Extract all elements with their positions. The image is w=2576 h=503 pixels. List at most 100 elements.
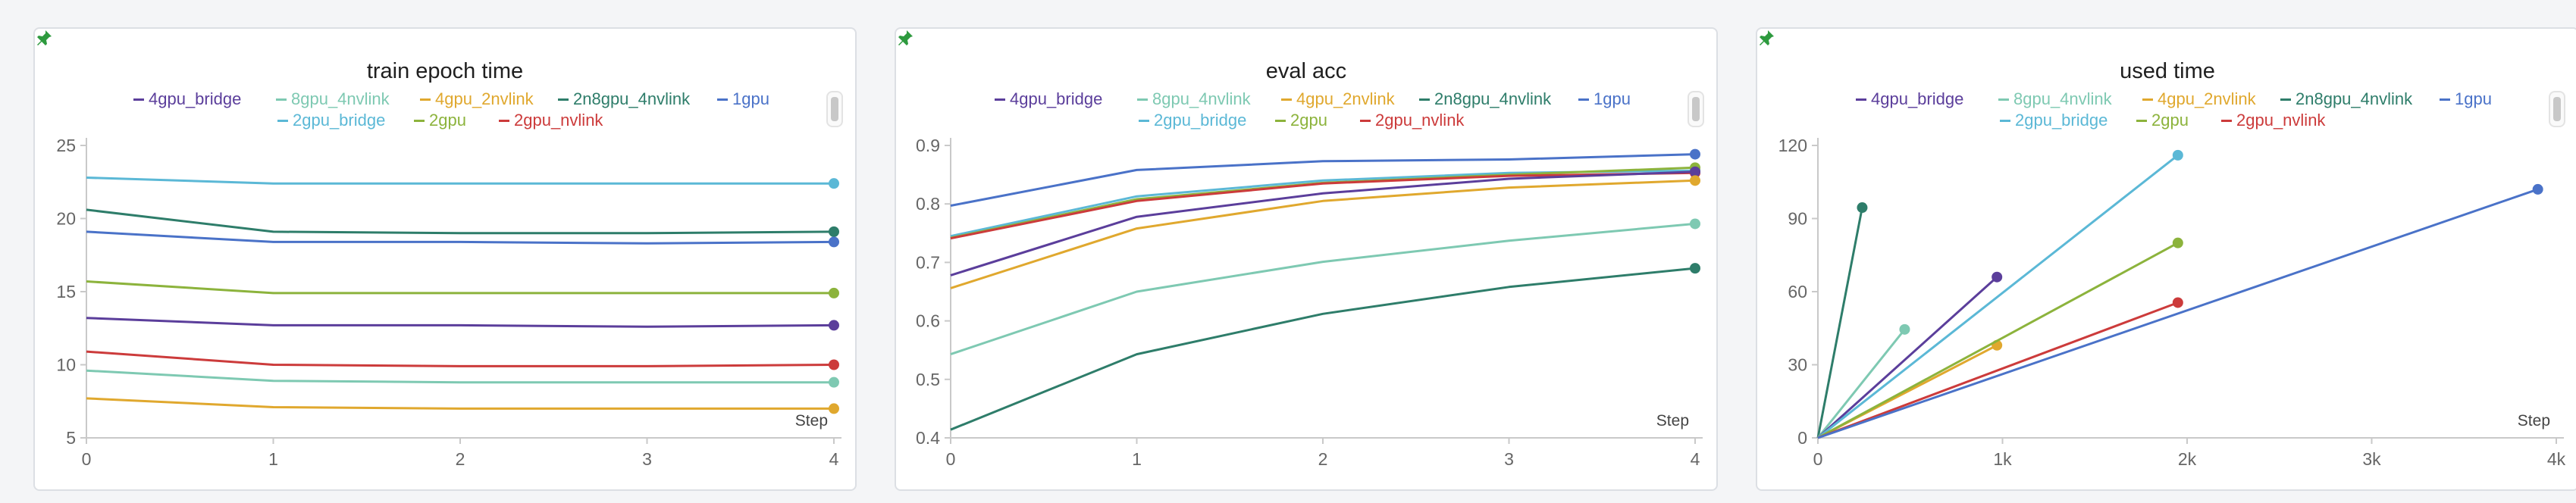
y-tick-label: 0.8	[916, 194, 940, 214]
series-line-1gpu[interactable]	[86, 230, 835, 245]
series-endpoint-4gpu_bridge[interactable]	[1992, 271, 2003, 283]
legend-item-2n8gpu_4nvlink[interactable]: 2n8gpu_4nvlink	[1419, 89, 1551, 109]
legend-item-2gpu_bridge[interactable]: 2gpu_bridge	[277, 111, 385, 130]
legend-label: 1gpu	[2455, 89, 2492, 108]
series-line-8gpu_4nvlink[interactable]	[950, 222, 1696, 356]
series-line-2gpu_nvlink[interactable]	[950, 171, 1696, 240]
series-line-4gpu_2nvlink[interactable]	[950, 179, 1696, 289]
series-line-4gpu_bridge[interactable]	[950, 170, 1696, 276]
legend-scrollbar[interactable]	[2549, 91, 2565, 127]
series-line-2gpu[interactable]	[86, 280, 834, 295]
legend-item-8gpu_4nvlink[interactable]: 8gpu_4nvlink	[1137, 89, 1251, 109]
chart-panel-train-epoch-time: train epoch time 4gpu_bridge 8gpu_4nvlink…	[33, 27, 857, 491]
legend-scrollbar[interactable]	[826, 91, 843, 127]
series-line-8gpu_4nvlink[interactable]	[86, 369, 834, 384]
legend-swatch	[1360, 119, 1371, 122]
legend-label: 4gpu_2nvlink	[435, 89, 534, 108]
legend-item-4gpu_bridge[interactable]: 4gpu_bridge	[133, 89, 241, 109]
series-line-2gpu_nvlink[interactable]	[1817, 301, 2179, 439]
legend-label: 2gpu_nvlink	[1375, 111, 1465, 130]
legend-item-2gpu_nvlink[interactable]: 2gpu_nvlink	[1360, 111, 1464, 130]
series-endpoint-8gpu_4nvlink[interactable]	[1899, 323, 1910, 335]
legend-item-8gpu_4nvlink[interactable]: 8gpu_4nvlink	[1998, 89, 2112, 109]
series-line-2gpu_bridge[interactable]	[950, 169, 1696, 238]
series-endpoint-2gpu_nvlink[interactable]	[2172, 297, 2183, 308]
legend-label: 1gpu	[732, 89, 769, 108]
legend-label: 2gpu_bridge	[2015, 111, 2108, 130]
legend-label: 4gpu_2nvlink	[2158, 89, 2256, 108]
legend-item-2gpu_bridge[interactable]: 2gpu_bridge	[2000, 111, 2107, 130]
series-line-4gpu_bridge[interactable]	[86, 317, 835, 328]
legend-item-2n8gpu_4nvlink[interactable]: 2n8gpu_4nvlink	[2280, 89, 2412, 109]
series-endpoint-2gpu[interactable]	[829, 287, 839, 298]
series-line-4gpu_2nvlink[interactable]	[86, 397, 834, 410]
legend-swatch	[2136, 119, 2147, 122]
legend-scrollbar[interactable]	[1688, 91, 1704, 127]
series-endpoint-2gpu[interactable]	[2172, 237, 2183, 248]
series-line-1gpu[interactable]	[950, 153, 1696, 207]
legend-item-4gpu_bridge[interactable]: 4gpu_bridge	[995, 89, 1102, 109]
series-endpoint-8gpu_4nvlink[interactable]	[1690, 218, 1700, 230]
x-axis-label: Step	[795, 412, 828, 430]
series-endpoint-4gpu_2nvlink[interactable]	[1690, 175, 1700, 186]
series-line-2n8gpu_4nvlink[interactable]	[86, 208, 835, 235]
series-endpoint-1gpu[interactable]	[829, 236, 839, 248]
series-endpoint-2gpu_bridge[interactable]	[2172, 149, 2183, 161]
legend-item-2n8gpu_4nvlink[interactable]: 2n8gpu_4nvlink	[558, 89, 690, 109]
legend-swatch	[420, 98, 431, 101]
legend-item-4gpu_2nvlink[interactable]: 4gpu_2nvlink	[420, 89, 534, 109]
legend-label: 4gpu_bridge	[1010, 89, 1103, 108]
chart-title: used time	[2120, 59, 2215, 83]
legend-label: 2gpu_bridge	[1154, 111, 1247, 130]
series-line-2n8gpu_4nvlink[interactable]	[950, 267, 1696, 431]
series-endpoint-2n8gpu_4nvlink[interactable]	[1857, 202, 1868, 214]
legend-item-1gpu[interactable]: 1gpu	[2440, 89, 2492, 109]
legend-item-1gpu[interactable]: 1gpu	[1578, 89, 1631, 109]
series-endpoint-2n8gpu_4nvlink[interactable]	[829, 226, 839, 237]
series-endpoint-1gpu[interactable]	[2532, 183, 2543, 195]
series-endpoint-2gpu_bridge[interactable]	[829, 178, 839, 189]
legend-item-2gpu[interactable]: 2gpu	[1275, 111, 1327, 130]
chart-panel-eval-acc: eval acc 4gpu_bridge 8gpu_4nvlink 4gpu_2nv…	[895, 27, 1718, 491]
series-endpoint-4gpu_bridge[interactable]	[1690, 166, 1700, 177]
series-endpoint-2n8gpu_4nvlink[interactable]	[1690, 263, 1700, 274]
series-line-2gpu_bridge[interactable]	[1817, 154, 2179, 439]
y-tick-label: 120	[1778, 136, 1807, 155]
legend-swatch	[276, 98, 287, 101]
x-tick-label: 2k	[2178, 449, 2197, 469]
x-tick-label: 3	[642, 449, 652, 469]
legend-item-2gpu_nvlink[interactable]: 2gpu_nvlink	[499, 111, 603, 130]
chart-panel-used-time: used time 4gpu_bridge 8gpu_4nvlink 4gpu_2n…	[1756, 27, 2576, 491]
series-line-4gpu_bridge[interactable]	[1816, 276, 1998, 439]
series-line-2gpu[interactable]	[950, 166, 1696, 239]
legend-item-1gpu[interactable]: 1gpu	[717, 89, 769, 109]
legend-item-2gpu[interactable]: 2gpu	[414, 111, 466, 130]
pin-icon[interactable]	[1757, 29, 1775, 47]
legend-item-4gpu_2nvlink[interactable]: 4gpu_2nvlink	[1281, 89, 1395, 109]
legend-item-4gpu_2nvlink[interactable]: 4gpu_2nvlink	[2142, 89, 2256, 109]
series-line-2n8gpu_4nvlink[interactable]	[1816, 207, 1863, 439]
series-endpoint-4gpu_2nvlink[interactable]	[829, 403, 839, 414]
series-line-2gpu_bridge[interactable]	[86, 177, 834, 185]
x-tick-label: 3	[1504, 449, 1514, 469]
series-endpoint-1gpu[interactable]	[1690, 148, 1700, 160]
legend-item-8gpu_4nvlink[interactable]: 8gpu_4nvlink	[276, 89, 390, 109]
legend-item-2gpu_nvlink[interactable]: 2gpu_nvlink	[2221, 111, 2325, 130]
series-endpoint-8gpu_4nvlink[interactable]	[829, 376, 839, 388]
series-endpoint-2gpu_nvlink[interactable]	[829, 359, 839, 370]
y-tick-label: 30	[1788, 355, 1807, 375]
series-line-2gpu_nvlink[interactable]	[86, 350, 835, 367]
pin-icon[interactable]	[896, 29, 914, 47]
x-tick-label: 4	[829, 449, 839, 469]
legend-swatch	[1578, 98, 1589, 101]
pin-icon[interactable]	[35, 29, 53, 47]
legend-item-2gpu[interactable]: 2gpu	[2136, 111, 2189, 130]
series-endpoint-4gpu_bridge[interactable]	[829, 320, 839, 331]
legend-item-4gpu_bridge[interactable]: 4gpu_bridge	[1856, 89, 1963, 109]
series-line-8gpu_4nvlink[interactable]	[1816, 328, 1906, 439]
x-tick-label: 0	[1813, 449, 1823, 469]
legend-item-2gpu_bridge[interactable]: 2gpu_bridge	[1139, 111, 1246, 130]
x-axis-label: Step	[1656, 412, 1689, 430]
series-line-1gpu[interactable]	[1817, 188, 2539, 439]
series-line-2gpu[interactable]	[1817, 242, 2179, 439]
